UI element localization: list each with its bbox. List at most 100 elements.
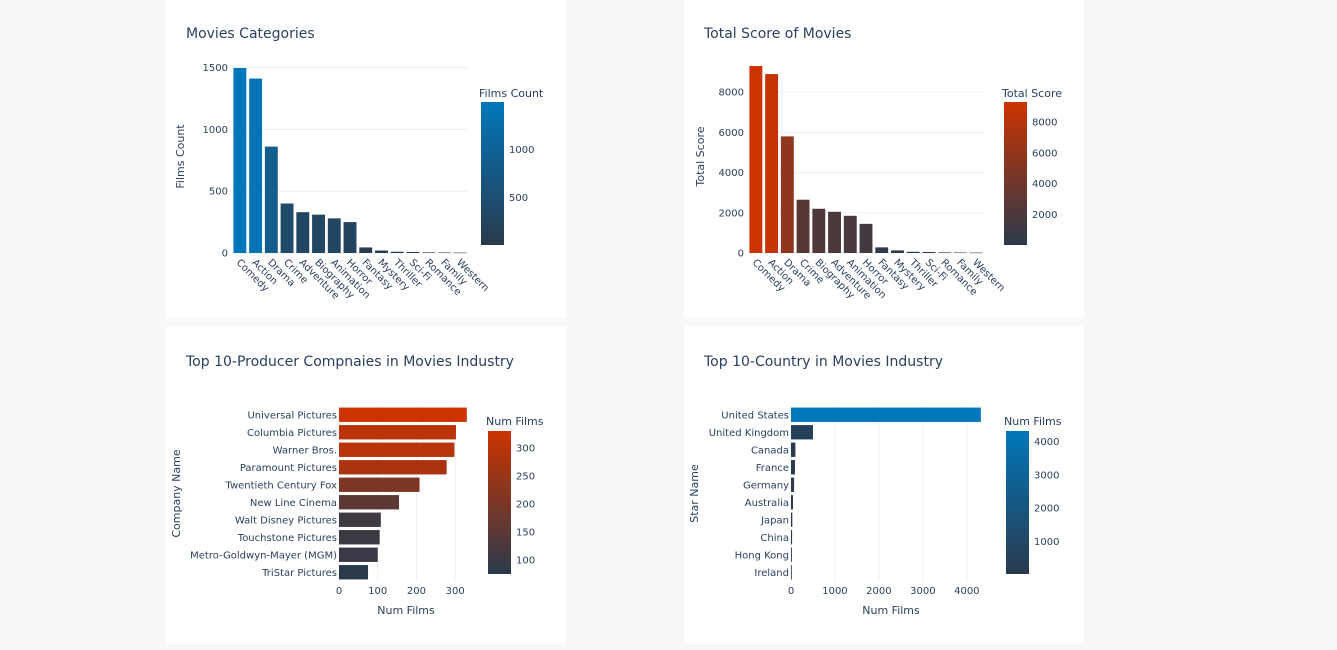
bar [791, 512, 793, 527]
bar [249, 78, 263, 253]
y-tick-label: 0 [222, 249, 228, 260]
colorbar-title: Total Score [1001, 87, 1062, 100]
y-tick-label: Touchstone Pictures [237, 533, 337, 544]
chart-title: Movies Categories [186, 26, 315, 42]
colorbar-tick-label: 2000 [1034, 504, 1059, 515]
x-tick-label: 100 [368, 586, 387, 597]
bar [280, 203, 294, 253]
bar [843, 215, 857, 253]
chart-title: Top 10-Country in Movies Industry [703, 354, 943, 370]
bar [791, 425, 813, 440]
y-tick-label: Paramount Pictures [240, 463, 337, 474]
colorbar-tick-label: 100 [516, 555, 535, 566]
x-tick-label: 0 [336, 586, 342, 597]
colorbar-tick-label: 300 [516, 443, 535, 454]
bar [953, 252, 967, 253]
y-tick-label: 1000 [203, 125, 228, 136]
colorbar-tick-label: 4000 [1032, 179, 1057, 190]
colorbar [1004, 102, 1027, 245]
bar [891, 250, 904, 253]
bar [796, 199, 810, 253]
bar [390, 251, 404, 253]
chart-panel-total-score: Total Score of Movies 0 2000 4000 6000 8000 Co… [684, 0, 1084, 318]
x-tick-label: 0 [788, 586, 794, 597]
producer-companies-chart: Top 10-Producer Compnaies in Movies Indu… [170, 354, 544, 617]
colorbar [1006, 431, 1029, 574]
y-tick-label: United Kingdom [709, 428, 789, 439]
x-tick-label: 2000 [866, 586, 891, 597]
colorbar [481, 102, 504, 245]
colorbar-tick-label: 6000 [1032, 148, 1057, 159]
bar [791, 460, 795, 475]
y-tick-label: New Line Cinema [250, 498, 337, 509]
bar [375, 250, 388, 253]
bar [791, 530, 793, 545]
bar [828, 211, 841, 253]
bar [296, 212, 310, 253]
y-tick-label: Japan [760, 515, 789, 526]
bar [327, 218, 341, 253]
bar [339, 442, 455, 457]
y-tick-label: United States [721, 410, 789, 421]
colorbar-title: Num Films [486, 415, 544, 428]
y-tick-label: 8000 [719, 88, 744, 99]
bar [749, 66, 763, 253]
bar [437, 252, 451, 254]
colorbar-tick-label: 2000 [1032, 210, 1057, 221]
bar [359, 247, 373, 253]
bar [339, 512, 381, 527]
colorbar-tick-label: 1000 [509, 145, 534, 156]
y-tick-label: Warner Bros. [273, 445, 337, 456]
y-tick-label: Ireland [754, 568, 789, 579]
y-tick-label: Germany [743, 480, 789, 491]
y-tick-label: Columbia Pictures [247, 428, 337, 439]
colorbar-tick-label: 1000 [1034, 537, 1059, 548]
x-tick-label: 300 [446, 586, 465, 597]
bar [791, 565, 792, 580]
bar [339, 460, 447, 475]
colorbar-tick-label: 250 [516, 471, 535, 482]
y-tick-label: 2000 [719, 208, 744, 219]
bar [312, 214, 325, 253]
countries-chart: Top 10-Country in Movies Industry 0 1000 20… [688, 354, 1062, 617]
colorbar-tick-label: 200 [516, 499, 535, 510]
bar [780, 136, 794, 253]
bar [264, 146, 278, 253]
bar [339, 407, 467, 422]
movie-categories-chart: Movies Categories050010001500ComedyActio… [174, 26, 544, 302]
colorbar-tick-label: 8000 [1032, 118, 1057, 129]
y-axis-label: Total Score [694, 126, 707, 187]
y-tick-label: Canada [751, 445, 789, 456]
chart-title: Top 10-Producer Compnaies in Movies Indu… [185, 354, 514, 370]
x-tick-label: 4000 [954, 586, 979, 597]
y-tick-label: 6000 [719, 128, 744, 139]
y-tick-label: Twentieth Century Fox [225, 480, 338, 491]
colorbar [488, 431, 511, 574]
chart-panel-countries: Top 10-Country in Movies Industry 0 1000 20… [684, 326, 1084, 644]
y-tick-label: TriStar Pictures [261, 568, 337, 579]
y-axis-label: Films Count [174, 124, 187, 189]
bar [422, 252, 436, 253]
bar [922, 251, 936, 253]
y-tick-label: Metro-Goldwyn-Mayer (MGM) [190, 550, 337, 561]
chart-panel-movie-categories: Movies Categories 0 500 1000 1500 Comedy Actio… [166, 0, 566, 318]
x-axis-label: Num Films [377, 604, 435, 617]
bar [791, 477, 795, 492]
bar [339, 495, 400, 510]
y-axis-label: Company Name [170, 449, 183, 538]
bar [791, 442, 796, 457]
x-tick-label: 200 [407, 586, 426, 597]
colorbar-title: Num Films [1004, 415, 1062, 428]
bar [339, 425, 456, 440]
y-tick-label: Hong Kong [735, 550, 789, 561]
bar [406, 252, 420, 253]
y-axis-label: Star Name [688, 464, 701, 523]
colorbar-tick-label: 3000 [1034, 470, 1059, 481]
bar [339, 477, 420, 492]
chart-panel-producer-companies: Top 10-Producer Compnaies in Movies Indu… [166, 326, 566, 644]
bar [453, 252, 467, 254]
y-tick-label: France [756, 463, 789, 474]
y-tick-label: Australia [745, 498, 789, 509]
bar [765, 74, 779, 254]
bar [938, 252, 952, 253]
